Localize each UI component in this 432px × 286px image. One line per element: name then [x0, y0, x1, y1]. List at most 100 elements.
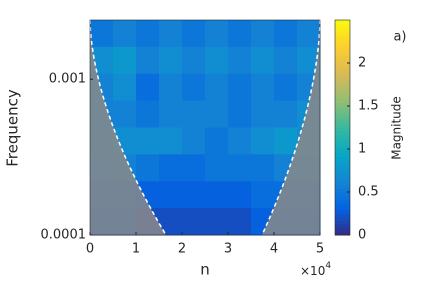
heatmap-cell	[136, 100, 160, 128]
colorbar-swatch	[335, 134, 350, 139]
heatmap-cell	[113, 100, 137, 128]
colorbar-swatch	[335, 220, 350, 225]
colorbar-swatch	[335, 106, 350, 111]
colorbar-swatch	[335, 59, 350, 64]
colorbar-swatch	[335, 109, 350, 114]
heatmap-cell	[159, 73, 183, 102]
colorbar-swatch	[335, 116, 350, 121]
x-tick-label: 3	[224, 242, 232, 257]
heatmap-cell	[182, 154, 206, 182]
colorbar-swatch	[335, 224, 350, 229]
colorbar-tick-label: 1.5	[358, 99, 379, 114]
colorbar-tick-label: 1	[358, 142, 366, 157]
heatmap-cell	[205, 20, 229, 48]
colorbar-swatch	[335, 37, 350, 42]
heatmap-cell	[274, 46, 298, 75]
colorbar-tick-label: 2	[358, 56, 366, 71]
colorbar-swatch	[335, 166, 350, 171]
heatmap-cell	[251, 20, 275, 48]
colorbar-swatch	[335, 84, 350, 89]
colorbar-swatch	[335, 177, 350, 182]
colorbar-swatch	[335, 213, 350, 218]
colorbar-swatch	[335, 149, 350, 154]
colorbar-swatch	[335, 217, 350, 222]
x-multiplier: ×104	[300, 261, 331, 278]
x-tick-label: 5	[316, 242, 324, 257]
colorbar-swatch	[335, 184, 350, 189]
colorbar-swatch	[335, 20, 350, 25]
heatmap-cell	[274, 100, 298, 128]
colorbar-swatch	[335, 227, 350, 232]
colorbar-swatch	[335, 231, 350, 236]
colorbar-swatch	[335, 70, 350, 75]
colorbar-swatch	[335, 73, 350, 78]
colorbar-swatch	[335, 127, 350, 132]
y-label: Frequency	[4, 89, 22, 167]
heatmap-cell	[113, 46, 137, 75]
colorbar-swatch	[335, 123, 350, 128]
colorbar-swatch	[335, 152, 350, 157]
colorbar-swatch	[335, 145, 350, 150]
colorbar-swatch	[335, 159, 350, 164]
colorbar-swatch	[335, 34, 350, 39]
colorbar-swatch	[335, 95, 350, 100]
colorbar-swatch	[335, 188, 350, 193]
heatmap-cell	[251, 46, 275, 75]
heatmap-cell	[182, 208, 206, 236]
colorbar-swatch	[335, 120, 350, 125]
y-tick-label: 0.001	[49, 72, 86, 87]
heatmap-cell	[90, 20, 114, 48]
x-tick-label: 2	[178, 242, 186, 257]
heatmap-cell	[205, 127, 229, 155]
heatmap-cell	[228, 73, 252, 102]
colorbar-tick-label: 0	[358, 228, 366, 243]
heatmap-cell	[274, 73, 298, 102]
heatmap-cell	[159, 46, 183, 75]
heatmap-cell	[182, 46, 206, 75]
heatmap-cell	[297, 46, 321, 75]
heatmap-cell	[136, 20, 160, 48]
heatmap-cell	[228, 100, 252, 128]
colorbar-swatch	[335, 163, 350, 168]
heatmap-cell	[274, 127, 298, 155]
x-tick-label: 4	[270, 242, 278, 257]
colorbar-swatch	[335, 23, 350, 28]
colorbar-swatch	[335, 113, 350, 118]
colorbar-swatch	[335, 48, 350, 53]
x-label: n	[200, 261, 210, 279]
heatmap-cell	[228, 154, 252, 182]
colorbar-swatch	[335, 88, 350, 93]
multiplier-exponent: 4	[325, 261, 331, 271]
heatmap-cell	[136, 127, 160, 155]
coi-line	[89, 19, 167, 236]
colorbar-tick-label: 0.5	[358, 185, 379, 200]
colorbar-swatch	[335, 206, 350, 211]
heatmap-cell	[136, 46, 160, 75]
coi-shade	[262, 20, 320, 235]
colorbar-swatch	[335, 181, 350, 186]
colorbar-swatch	[335, 45, 350, 50]
heatmap-cell	[228, 127, 252, 155]
x-tick-label: 1	[132, 242, 140, 257]
heatmap-cell	[136, 73, 160, 102]
heatmap-cell	[159, 100, 183, 128]
heatmap-cell	[159, 181, 183, 209]
colorbar-swatch	[335, 138, 350, 143]
heatmap-cell	[90, 46, 114, 75]
heatmap-cell	[159, 154, 183, 182]
heatmap-cell	[182, 100, 206, 128]
heatmap-cell	[228, 46, 252, 75]
colorbar-swatch	[335, 77, 350, 82]
heatmap-cell	[205, 154, 229, 182]
heatmap-cell	[113, 20, 137, 48]
heatmap-cell	[113, 73, 137, 102]
heatmap-cell	[228, 20, 252, 48]
colorbar-swatch	[335, 209, 350, 214]
colorbar-swatch	[335, 41, 350, 46]
colorbar-swatch	[335, 30, 350, 35]
heatmap-cell	[251, 73, 275, 102]
heatmap-cell	[205, 100, 229, 128]
coi-shade	[90, 20, 166, 235]
heatmap-cell	[136, 154, 160, 182]
